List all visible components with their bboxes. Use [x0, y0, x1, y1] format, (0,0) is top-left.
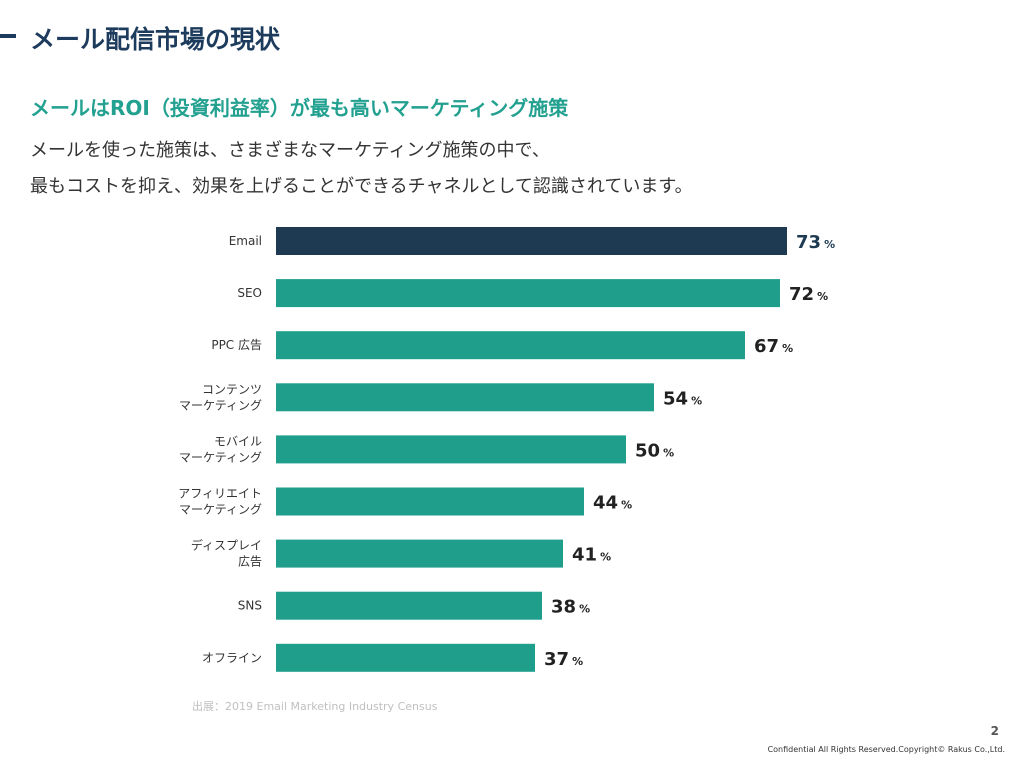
value-label-0: 73% — [796, 232, 835, 253]
category-label-2: PPC 広告 — [211, 338, 262, 352]
bar-7 — [276, 591, 542, 620]
category-label-3-line-0: コンテンツ — [202, 382, 262, 396]
category-label-4-line-0: モバイル — [214, 434, 262, 448]
category-label-1: SEO — [237, 286, 262, 300]
source-note: 出展：2019 Email Marketing Industry Census — [192, 700, 438, 713]
page-title: メール配信市場の現状 — [30, 25, 281, 54]
category-label-5-line-1: マーケティング — [179, 503, 262, 517]
bar-1 — [276, 279, 780, 308]
title-accent-bar — [0, 34, 16, 38]
value-label-5: 44% — [593, 493, 632, 514]
value-label-3: 54% — [663, 388, 702, 409]
category-label-4-line-1: マーケティング — [179, 450, 262, 464]
bar-3 — [276, 383, 654, 412]
description-line-1: メールを使った施策は、さまざまなマーケティング施策の中で、 — [30, 140, 550, 161]
value-label-1: 72% — [789, 284, 828, 305]
category-label-6-line-1: 広告 — [238, 555, 262, 569]
category-label-0: Email — [229, 234, 262, 248]
category-label-7: SNS — [238, 599, 262, 613]
bar-6 — [276, 539, 563, 568]
description-line-2: 最もコストを抑え、効果を上げることができるチャネルとして認識されています。 — [30, 176, 693, 197]
bar-2 — [276, 331, 745, 360]
bar-4 — [276, 435, 626, 464]
page-number: 2 — [990, 724, 999, 738]
category-label-3-line-1: マーケティング — [179, 398, 262, 412]
value-label-2: 67% — [754, 336, 793, 357]
category-label-6-line-0: ディスプレイ — [191, 538, 262, 553]
category-label-5-line-0: アフィリエイト — [178, 487, 262, 501]
section-subtitle: メールはROI（投資利益率）が最も高いマーケティング施策 — [30, 96, 569, 120]
bar-8 — [276, 643, 535, 672]
value-label-8: 37% — [544, 649, 583, 670]
copyright-notice: Confidential All Rights Reserved.Copyrig… — [767, 745, 1005, 754]
value-label-7: 38% — [551, 597, 590, 618]
bar-0 — [276, 227, 787, 255]
bar-5 — [276, 487, 584, 516]
category-label-8: オフライン — [202, 651, 262, 665]
value-label-6: 41% — [572, 545, 611, 566]
value-label-4: 50% — [635, 440, 674, 461]
